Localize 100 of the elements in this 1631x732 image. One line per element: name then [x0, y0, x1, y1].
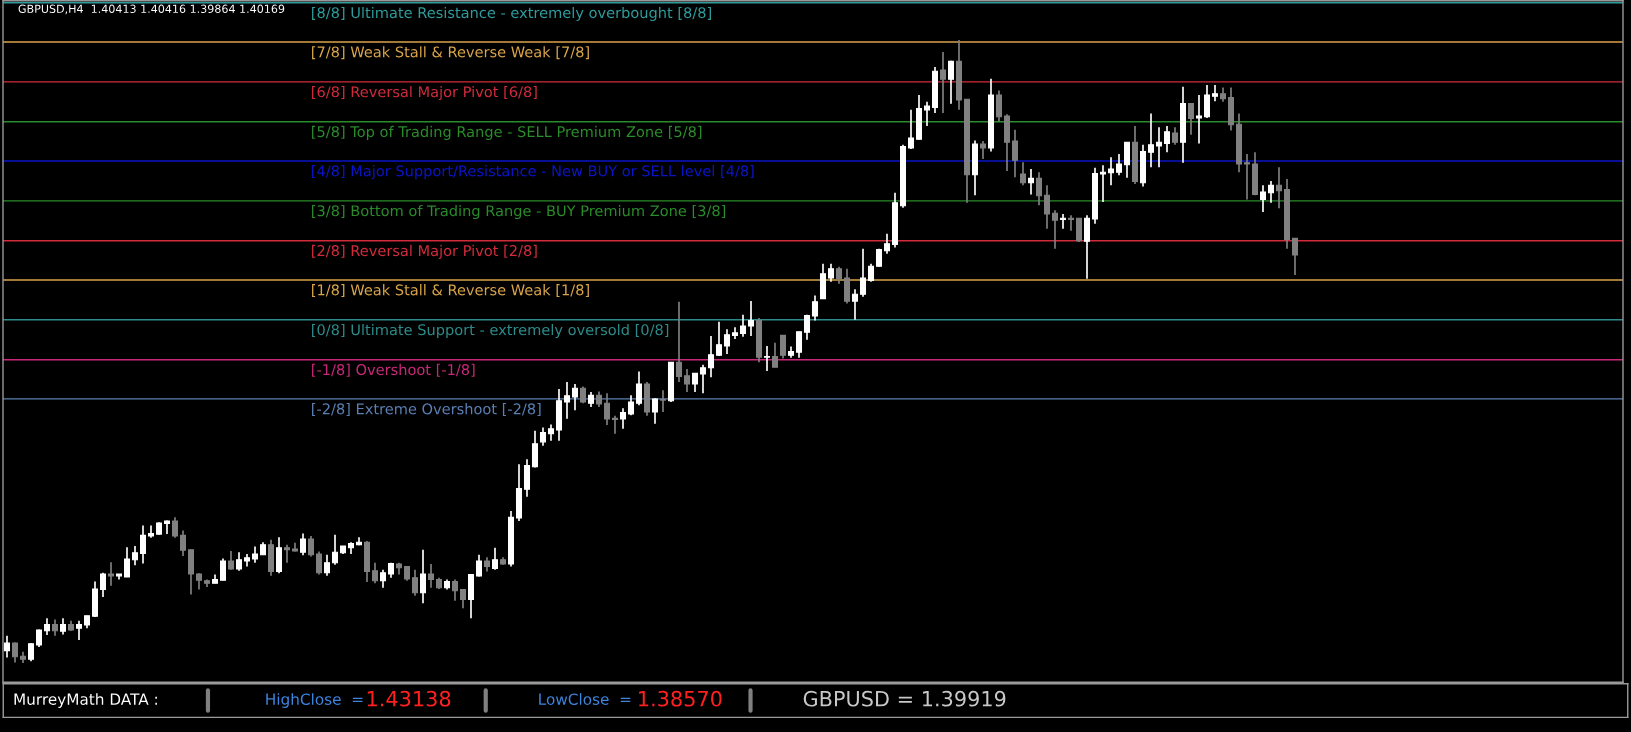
candlestick	[635, 370, 643, 406]
candlestick	[851, 288, 859, 321]
candlestick	[843, 267, 851, 305]
ref-line-label: [4/8] Major Support/Resistance - New BUY or SELL level [4/8]	[312, 165, 754, 180]
candlestick	[1019, 161, 1027, 187]
candlestick	[99, 571, 107, 598]
candlestick	[1123, 141, 1131, 179]
ref-line-label: [3/8] Bottom of Trading Range - BUY Premium Zone [3/8]	[312, 204, 726, 220]
candlestick	[491, 546, 499, 571]
candlestick	[459, 588, 467, 610]
text: GBPUSD = 1.39919	[803, 690, 1006, 707]
candlestick	[75, 619, 83, 641]
candlestick	[995, 89, 1003, 123]
candlestick	[411, 568, 419, 597]
candlestick	[763, 345, 771, 372]
candlestick	[1083, 214, 1091, 280]
candlestick	[867, 262, 875, 283]
candlestick	[563, 381, 571, 420]
candlestick	[923, 100, 931, 127]
candlestick	[715, 320, 723, 357]
candlestick	[691, 372, 699, 393]
ref-line-label: [0/8] Ultimate Support - extremely oversold [0/8]	[312, 323, 669, 339]
candlestick	[1027, 168, 1035, 196]
text: 1.38570	[639, 690, 722, 707]
candlestick	[1011, 128, 1019, 178]
candlestick	[723, 328, 731, 355]
candlestick	[803, 313, 811, 341]
candlestick	[475, 553, 483, 578]
candlestick	[939, 51, 947, 114]
candlestick	[707, 335, 715, 378]
candlestick	[779, 334, 787, 360]
candlestick	[531, 429, 539, 469]
candlestick	[227, 550, 235, 571]
candlestick	[427, 563, 435, 589]
candlestick	[1115, 153, 1123, 177]
candlestick	[179, 529, 187, 557]
candlestick	[131, 545, 139, 567]
candlestick	[1155, 126, 1163, 169]
ref-line-label: [2/8] Reversal Major Pivot [2/8]	[312, 244, 537, 259]
candlestick	[139, 524, 147, 565]
candlestick	[219, 557, 227, 582]
candlestick	[275, 536, 283, 575]
candlestick	[907, 109, 915, 150]
ref-line-label: [-2/8] Extreme Overshoot [-2/8]	[312, 403, 541, 417]
candlestick	[699, 363, 707, 395]
ref-line-label: [7/8] Weak Stall & Reverse Weak [7/8]	[312, 46, 589, 60]
candlestick	[1187, 102, 1195, 136]
candlestick	[1043, 184, 1051, 230]
candlestick	[771, 342, 779, 368]
text: HighClose =	[266, 693, 363, 708]
candlestick	[235, 551, 243, 572]
chart-title: GBPUSD,H4 1.40413 1.40416 1.39864 1.40169	[18, 4, 285, 15]
candlestick	[107, 561, 115, 587]
ref-line-label: [6/8] Reversal Major Pivot [6/8]	[312, 86, 537, 101]
text: MurreyMath DATA :	[14, 693, 157, 708]
candlestick	[795, 330, 803, 359]
candlestick	[859, 247, 867, 298]
text: 1.43138	[367, 690, 451, 707]
candlestick	[603, 392, 611, 426]
candlestick	[1203, 84, 1211, 119]
candlestick	[3, 634, 11, 659]
candlestick	[827, 262, 835, 283]
candlestick	[1291, 237, 1299, 276]
candlestick	[307, 535, 315, 558]
candlestick	[523, 458, 531, 498]
ref-line-label: [5/8] Top of Trading Range - SELL Premium Zone [5/8]	[312, 125, 702, 140]
candlestick	[1275, 166, 1283, 210]
candlestick	[1075, 217, 1083, 243]
candlestick	[1051, 209, 1059, 250]
candlestick	[1035, 171, 1043, 207]
ref-line-label: [8/8] Ultimate Resistance - extremely overbought [8/8]	[312, 6, 711, 21]
candlestick	[419, 548, 427, 605]
candlestick	[1267, 180, 1275, 204]
candlestick	[1147, 112, 1155, 169]
candlestick	[27, 642, 35, 663]
candlestick	[283, 543, 291, 564]
candlestick	[571, 383, 579, 411]
candlestick	[379, 568, 387, 589]
candlestick	[1195, 94, 1203, 145]
candlestick	[371, 561, 379, 585]
candlestick	[675, 300, 683, 383]
candlestick	[659, 389, 667, 413]
candlestick	[11, 641, 19, 664]
candlestick	[539, 426, 547, 447]
ref-line-label: [1/8] Weak Stall & Reverse Weak [1/8]	[312, 284, 589, 298]
candlestick	[1243, 153, 1251, 201]
candlestick	[811, 294, 819, 322]
candlestick	[619, 407, 627, 430]
text: LowClose =	[539, 693, 631, 705]
candlestick	[315, 550, 323, 576]
candlestick	[1259, 184, 1267, 213]
candlestick	[683, 368, 691, 393]
candlestick	[171, 516, 179, 539]
candlestick	[1099, 164, 1107, 203]
candlestick	[651, 397, 659, 425]
candlestick	[1107, 156, 1115, 187]
candlestick	[947, 59, 955, 105]
candlestick	[739, 313, 747, 338]
candlestick	[1059, 213, 1067, 230]
candlestick	[331, 533, 339, 566]
